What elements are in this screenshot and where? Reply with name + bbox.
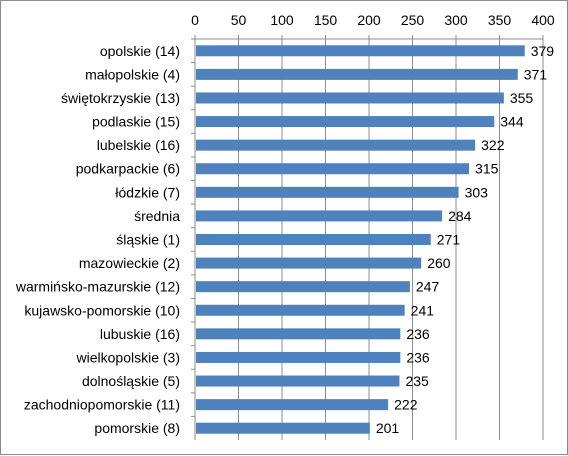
bar [196, 328, 401, 340]
data-label: 271 [437, 232, 461, 248]
bars [196, 45, 525, 434]
data-label: 247 [416, 279, 440, 295]
x-tick-label: 250 [401, 12, 425, 28]
data-label: 303 [465, 184, 489, 200]
category-label: średnia [134, 208, 180, 224]
bar [196, 375, 400, 387]
category-label: świętokrzyskie (13) [61, 90, 180, 106]
data-label: 322 [481, 137, 505, 153]
bar [196, 210, 443, 222]
data-label: 260 [427, 255, 451, 271]
data-label: 222 [394, 397, 418, 413]
data-label: 235 [405, 373, 429, 389]
bar [196, 281, 410, 293]
x-tick-label: 300 [444, 12, 468, 28]
bar [196, 234, 431, 245]
bar [196, 92, 504, 104]
data-label: 344 [500, 114, 524, 130]
category-label: dolnośląskie (5) [82, 373, 180, 389]
data-label: 284 [448, 208, 472, 224]
x-tick-label: 150 [314, 12, 338, 28]
x-tick-label: 0 [191, 12, 199, 28]
data-label: 371 [524, 66, 548, 82]
axes [191, 35, 544, 440]
bar [196, 163, 470, 175]
bar [196, 257, 422, 269]
labels: 0 50 100 150 200 250 300 350 400 opolskie (14) 379… [15, 12, 555, 436]
bar [196, 68, 518, 80]
category-label: kujawsko-pomorskie (10) [24, 302, 180, 318]
category-label: wielkopolskie (3) [76, 349, 180, 365]
category-label: zachodniopomorskie (11) [24, 397, 180, 413]
category-label: śląskie (1) [116, 232, 180, 248]
x-tick-label: 200 [357, 12, 381, 28]
bar [196, 186, 459, 198]
bar [196, 139, 476, 151]
bar [196, 45, 525, 57]
data-label: 236 [406, 349, 430, 365]
data-label: 241 [411, 302, 435, 318]
bar [196, 351, 401, 363]
category-label: lubuskie (16) [100, 326, 180, 342]
data-label: 355 [510, 90, 534, 106]
x-tick-label: 50 [231, 12, 247, 28]
category-label: mazowieckie (2) [79, 255, 180, 271]
category-label: lubelskie (16) [97, 137, 180, 153]
x-tick-label: 100 [270, 12, 294, 28]
x-tick-label: 400 [531, 12, 555, 28]
data-label: 236 [406, 326, 430, 342]
bar [196, 422, 370, 434]
bar [196, 116, 495, 128]
category-label: małopolskie (4) [85, 66, 180, 82]
category-label: podlaskie (15) [92, 114, 180, 130]
bar [196, 399, 389, 411]
category-label: warmińsko-mazurskie (12) [15, 279, 180, 295]
x-tick-label: 350 [488, 12, 512, 28]
data-label: 315 [475, 161, 499, 177]
bar [196, 304, 405, 316]
category-label: opolskie (14) [100, 43, 180, 59]
category-label: pomorskie (8) [94, 420, 180, 436]
category-label: podkarpackie (6) [76, 161, 180, 177]
data-label: 201 [376, 420, 400, 436]
data-label: 379 [531, 43, 555, 59]
category-label: łódzkie (7) [115, 184, 180, 200]
